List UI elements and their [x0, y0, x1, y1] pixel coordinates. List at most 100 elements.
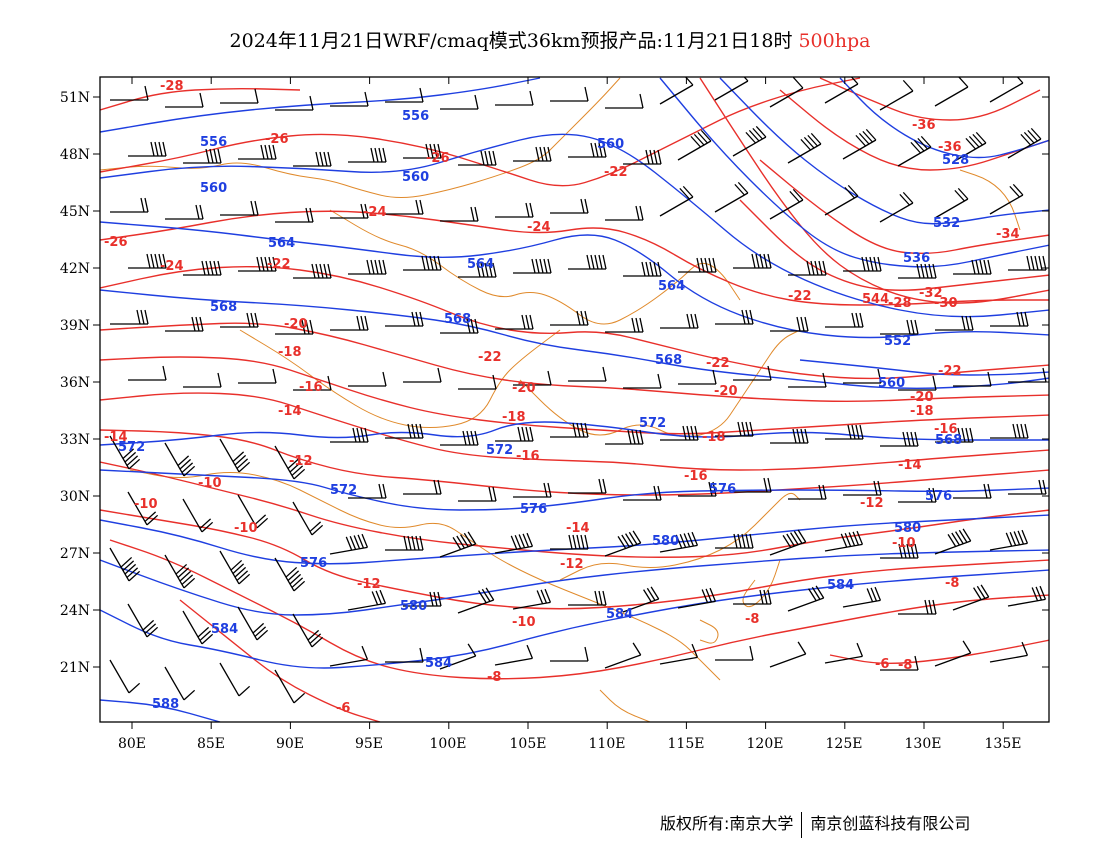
wind-barb	[1008, 255, 1047, 271]
temperature-contour-line	[100, 461, 1049, 558]
wind-barb	[677, 587, 717, 609]
border-line	[329, 209, 741, 325]
temperature-contour-line	[179, 599, 381, 722]
height-label: 572	[486, 443, 513, 458]
wind-barb	[1008, 479, 1047, 495]
wind-barb	[788, 260, 827, 276]
lat-label: 24N	[60, 603, 90, 619]
wind-barb	[934, 528, 972, 555]
temperature-contour-line	[100, 87, 301, 111]
wind-barb	[842, 586, 882, 608]
wind-barb	[495, 426, 534, 442]
temperature-label: -26	[426, 151, 450, 166]
height-contour-line	[839, 77, 1049, 159]
height-label: 568	[935, 433, 962, 448]
temperature-label: -16	[299, 380, 323, 395]
wind-barb	[494, 644, 534, 666]
wind-barb	[715, 533, 754, 549]
temperature-label: -22	[267, 257, 291, 272]
longitude-labels: 80E 85E 90E 95E 100E 105E 110E 115E 120E…	[118, 736, 1022, 752]
wind-barb	[990, 423, 1029, 439]
height-label: 580	[652, 534, 679, 549]
temperature-label: -24	[160, 259, 184, 274]
temperature-label: -14	[278, 404, 302, 419]
wind-barb	[568, 478, 607, 494]
wind-barb	[623, 485, 662, 501]
wind-barb	[512, 588, 552, 610]
wind-barb	[897, 135, 932, 167]
temperature-contour-line	[829, 639, 1049, 665]
wind-barb	[659, 77, 694, 105]
wind-barb	[770, 316, 809, 332]
temperature-contour-line	[100, 429, 1049, 496]
wind-barb	[715, 309, 754, 325]
wind-barb	[714, 77, 749, 101]
wind-barb	[329, 533, 369, 555]
wind-barb	[330, 203, 369, 219]
lat-label: 42N	[60, 261, 90, 277]
height-contour-line	[659, 77, 1049, 268]
temperature-contour-line	[100, 265, 1049, 380]
wind-barb	[952, 584, 990, 611]
wind-barb	[879, 79, 914, 111]
lon-label: 135E	[985, 736, 1022, 752]
temperature-label: -26	[265, 132, 289, 147]
height-label: 564	[658, 279, 685, 294]
temperature-label: -12	[560, 557, 584, 572]
wind-barb	[898, 487, 937, 503]
wind-barb	[330, 427, 369, 443]
height-label: 552	[884, 334, 911, 349]
temperature-contour-line	[100, 392, 1049, 471]
wind-barb	[183, 260, 222, 276]
wind-barb	[458, 486, 497, 502]
lat-label: 45N	[60, 204, 90, 220]
height-label: 572	[118, 440, 145, 455]
temperature-contours	[100, 77, 1049, 722]
wind-barb	[880, 431, 919, 447]
wind-barb	[934, 77, 969, 107]
lat-label: 33N	[60, 432, 90, 448]
height-label: 576	[709, 482, 736, 497]
temperature-label: -32	[919, 286, 943, 301]
temperature-label: -16	[934, 422, 958, 437]
wind-barb	[220, 88, 259, 104]
wind-barb	[843, 480, 882, 496]
wind-barb	[1008, 367, 1047, 383]
wind-barb	[495, 90, 534, 106]
wind-barb	[660, 313, 699, 329]
wind-barb	[109, 435, 141, 470]
wind-barb	[165, 92, 204, 108]
wind-barb	[769, 529, 807, 556]
wind-barb	[733, 253, 772, 269]
wind-barb	[568, 142, 607, 158]
height-label: 584	[827, 578, 854, 593]
wind-barb	[604, 642, 642, 669]
lon-label: 120E	[747, 736, 784, 752]
lon-label: 110E	[589, 736, 626, 752]
wind-barb	[275, 95, 314, 111]
wind-barb	[788, 372, 827, 388]
wind-barb	[458, 262, 497, 278]
temperature-contour-line	[100, 509, 1049, 610]
wind-barb	[770, 428, 809, 444]
wind-barb	[110, 85, 149, 101]
wind-barb	[274, 557, 306, 592]
wind-barb	[238, 144, 277, 160]
wind-barb	[989, 183, 1024, 215]
wind-barb	[659, 185, 694, 217]
temperature-label: -12	[860, 496, 884, 511]
wind-barb	[604, 530, 642, 557]
temperature-label: -36	[912, 118, 936, 133]
temperature-label: -10	[198, 476, 222, 491]
wind-barb	[568, 254, 607, 270]
lon-label: 90E	[276, 736, 304, 752]
country-borders	[100, 77, 1021, 722]
wind-barb	[880, 543, 919, 559]
wind-barb	[1007, 127, 1042, 159]
temperature-label: -18	[278, 345, 302, 360]
border-line	[959, 169, 1021, 231]
wind-barb	[495, 314, 534, 330]
height-contour-line	[100, 77, 541, 133]
temperature-label: -34	[996, 227, 1020, 242]
wind-barb	[348, 371, 387, 387]
